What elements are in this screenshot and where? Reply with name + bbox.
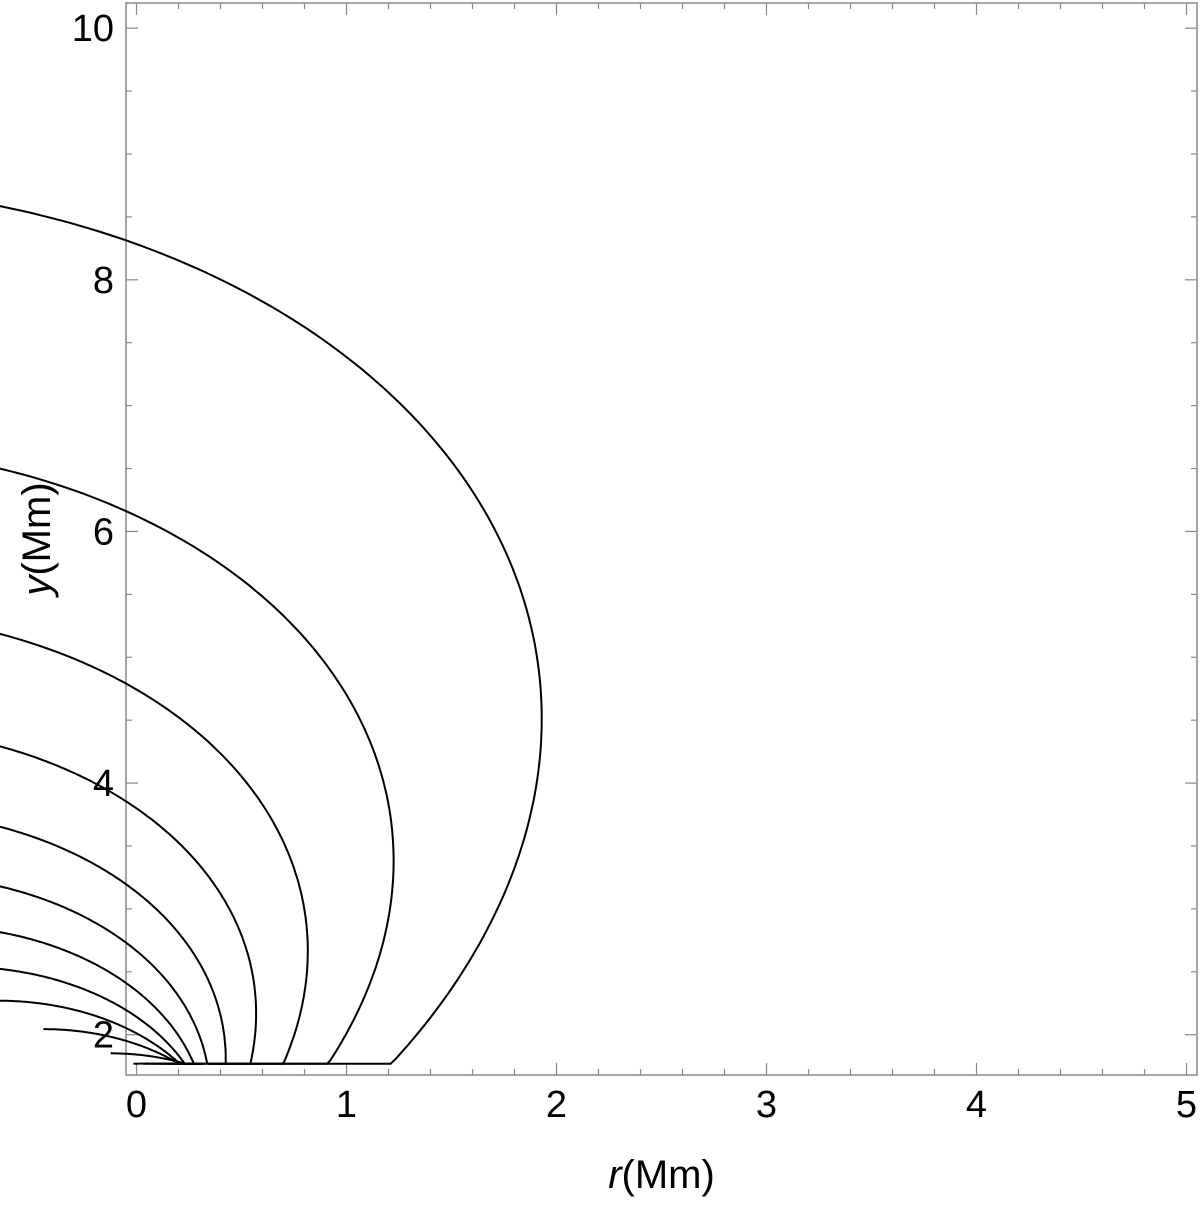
x-axis-variable: r bbox=[608, 1153, 623, 1197]
y-tick-label: 10 bbox=[72, 8, 114, 50]
axis-ticks bbox=[126, 3, 1197, 1075]
x-axis-unit: (Mm) bbox=[622, 1153, 715, 1197]
y-tick-label: 6 bbox=[93, 511, 114, 553]
field-line bbox=[0, 632, 309, 1065]
y-axis-variable: y bbox=[15, 573, 59, 599]
x-tick-label: 5 bbox=[1176, 1084, 1197, 1126]
field-line bbox=[0, 205, 543, 1065]
y-tick-label: 4 bbox=[93, 763, 114, 805]
field-line bbox=[0, 745, 258, 1065]
field-line bbox=[0, 885, 210, 1065]
x-tick-label: 1 bbox=[336, 1084, 357, 1126]
plot-frame bbox=[125, 2, 1198, 1076]
x-tick-label: 3 bbox=[756, 1084, 777, 1126]
x-tick-labels: 0 1 2 3 4 5 bbox=[126, 1084, 1197, 1126]
x-axis-label: r(Mm) bbox=[608, 1153, 715, 1197]
field-line bbox=[110, 1052, 201, 1065]
y-axis-unit: (Mm) bbox=[15, 482, 59, 575]
y-tick-label: 8 bbox=[93, 260, 114, 302]
field-line bbox=[0, 467, 395, 1065]
field-lines bbox=[0, 205, 543, 1065]
x-tick-label: 2 bbox=[546, 1084, 567, 1126]
x-tick-label: 0 bbox=[126, 1084, 147, 1126]
x-tick-label: 4 bbox=[966, 1084, 987, 1126]
y-axis-label: y(Mm) bbox=[15, 482, 59, 598]
